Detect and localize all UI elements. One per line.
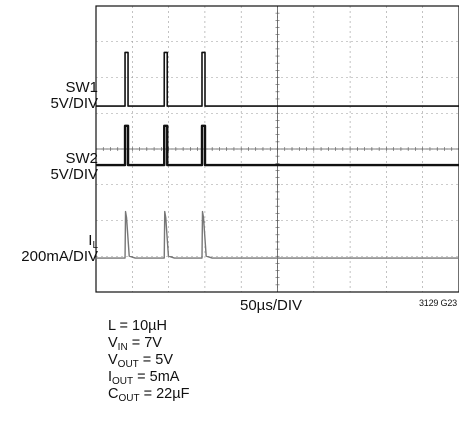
- oscilloscope-plot: [95, 5, 459, 293]
- channel-scale-sw2: 5V/DIV: [50, 166, 98, 183]
- figure-id: 3129 G23: [419, 298, 457, 308]
- channel-scale-sw1: 5V/DIV: [50, 95, 98, 112]
- waveform-traces: [96, 51, 459, 259]
- channel-label-il: IL 200mA/DIV: [21, 233, 98, 265]
- channel-name-il: IL: [88, 232, 98, 251]
- condition-vin: VIN = 7V: [108, 335, 162, 353]
- x-axis-label: 50µs/DIV: [240, 297, 302, 314]
- trace-il: [96, 210, 459, 259]
- channel-name-sw1: SW1: [65, 79, 98, 96]
- condition-cout: COUT = 22µF: [108, 386, 190, 404]
- channel-scale-il: 200mA/DIV: [21, 248, 98, 265]
- test-conditions: L = 10µH VIN = 7V VOUT = 5V IOUT = 5mA C…: [108, 318, 190, 404]
- trace-sw1: [96, 51, 459, 107]
- condition-iout: IOUT = 5mA: [108, 369, 180, 387]
- condition-vout: VOUT = 5V: [108, 352, 174, 370]
- channel-label-sw2: SW2 5V/DIV: [50, 151, 98, 183]
- channel-label-sw1: SW1 5V/DIV: [50, 80, 98, 112]
- plot-frame: [95, 5, 459, 293]
- trace-sw2: [96, 124, 459, 167]
- condition-inductor: L = 10µH: [108, 318, 168, 334]
- channel-name-sw2: SW2: [65, 150, 98, 167]
- grid-lines: [96, 6, 459, 292]
